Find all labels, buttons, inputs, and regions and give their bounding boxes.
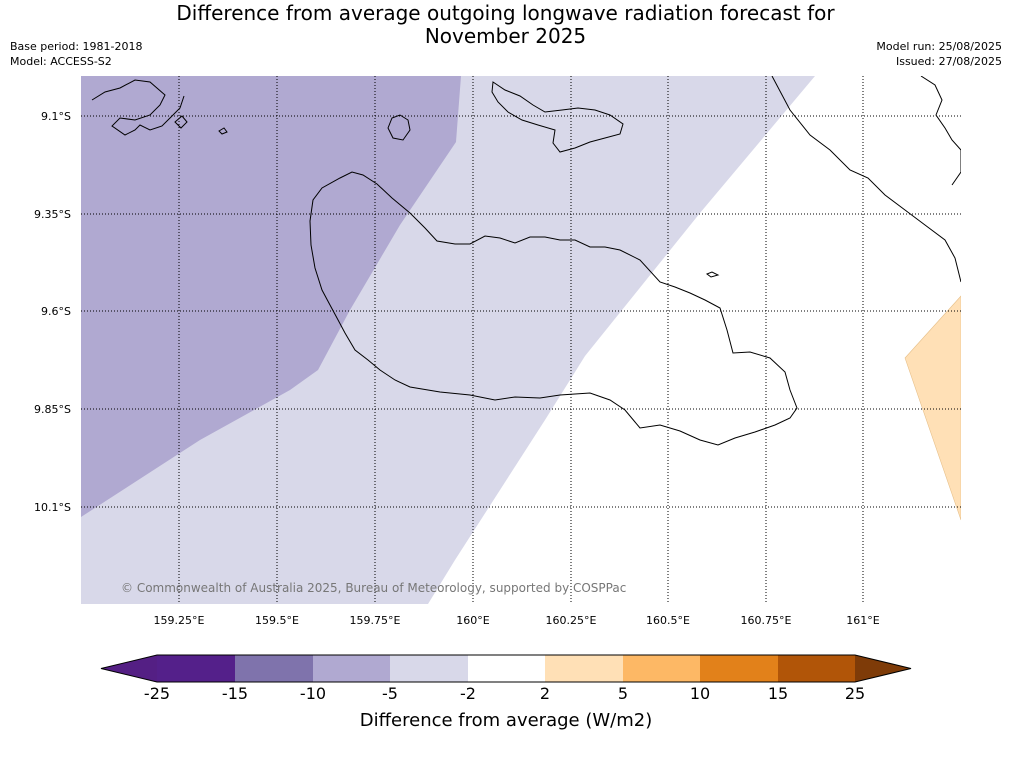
colorbar-segment xyxy=(778,655,855,682)
map-plot-area: © Commonwealth of Australia 2025, Bureau… xyxy=(81,76,961,604)
colorbar-tick: 15 xyxy=(768,684,788,703)
colorbar-segment xyxy=(468,655,545,682)
malaita-island-outline xyxy=(771,76,961,283)
lon-label: 161°E xyxy=(846,614,879,627)
colorbar-segment xyxy=(235,655,313,682)
colorbar-tick: 10 xyxy=(690,684,710,703)
lon-label: 160.75°E xyxy=(741,614,792,627)
colorbar-outline xyxy=(100,654,912,683)
latitude-labels: 9.1°S 9.35°S 9.6°S 9.85°S 10.1°S xyxy=(34,110,71,514)
lon-label: 159.25°E xyxy=(154,614,205,627)
colorbar-tick: -15 xyxy=(222,684,248,703)
lat-label: 9.1°S xyxy=(41,110,71,123)
colorbar-high-extension xyxy=(855,655,911,682)
lon-label: 160°E xyxy=(456,614,489,627)
colorbar-segment xyxy=(313,655,390,682)
lat-label: 9.6°S xyxy=(41,305,71,318)
small-islet-east xyxy=(705,271,720,278)
colorbar-segment xyxy=(157,655,235,682)
map-title-line-1: Difference from average outgoing longwav… xyxy=(176,1,835,25)
lon-label: 159.75°E xyxy=(350,614,401,627)
model-text: Model: ACCESS-S2 xyxy=(10,55,112,68)
colorbar-tick: 5 xyxy=(618,684,628,703)
anomaly-region-minus10-minus5 xyxy=(81,76,461,517)
model-run-text: Model run: 25/08/2025 xyxy=(876,40,1002,53)
lon-label: 160.5°E xyxy=(646,614,690,627)
colorbar-tick: -5 xyxy=(382,684,398,703)
savo-island-outline xyxy=(387,114,411,141)
guadalcanal-island-outline xyxy=(309,171,798,446)
coastlines xyxy=(91,76,961,446)
colorbar-tick: -2 xyxy=(460,684,476,703)
graticule xyxy=(81,76,961,604)
russell-islet-1 xyxy=(174,115,188,129)
map-title-line-2: November 2025 xyxy=(424,24,587,48)
colorbar-segment xyxy=(390,655,468,682)
lat-label: 9.85°S xyxy=(34,403,71,416)
colorbar-segment xyxy=(623,655,700,682)
lat-label: 9.35°S xyxy=(34,208,71,221)
russell-islands-outline xyxy=(91,79,185,136)
colorbar-label: Difference from average (W/m2) xyxy=(360,710,652,731)
colorbar-tick: -10 xyxy=(300,684,326,703)
colorbar-tick: -25 xyxy=(144,684,170,703)
copyright-text: © Commonwealth of Australia 2025, Bureau… xyxy=(121,581,626,595)
colorbar-tick: 25 xyxy=(845,684,865,703)
lon-label: 160.25°E xyxy=(546,614,597,627)
colorbar-low-extension xyxy=(101,655,157,682)
colorbar-tick: 2 xyxy=(540,684,550,703)
colorbar-segment xyxy=(700,655,778,682)
colorbar-segment xyxy=(545,655,623,682)
issued-text: Issued: 27/08/2025 xyxy=(895,55,1002,68)
anomaly-region-plus2-plus5 xyxy=(904,295,961,521)
malaita-north-outline xyxy=(920,76,961,186)
colorbar: -25 -15 -10 -5 -2 2 5 10 15 25 Differenc… xyxy=(100,654,912,731)
lon-label: 159.5°E xyxy=(255,614,299,627)
lat-label: 10.1°S xyxy=(34,501,71,514)
base-period-text: Base period: 1981-2018 xyxy=(10,40,143,53)
florida-islands-outline xyxy=(491,81,624,153)
russell-islet-2 xyxy=(218,127,228,135)
longitude-labels: 159.25°E 159.5°E 159.75°E 160°E 160.25°E… xyxy=(154,614,880,627)
